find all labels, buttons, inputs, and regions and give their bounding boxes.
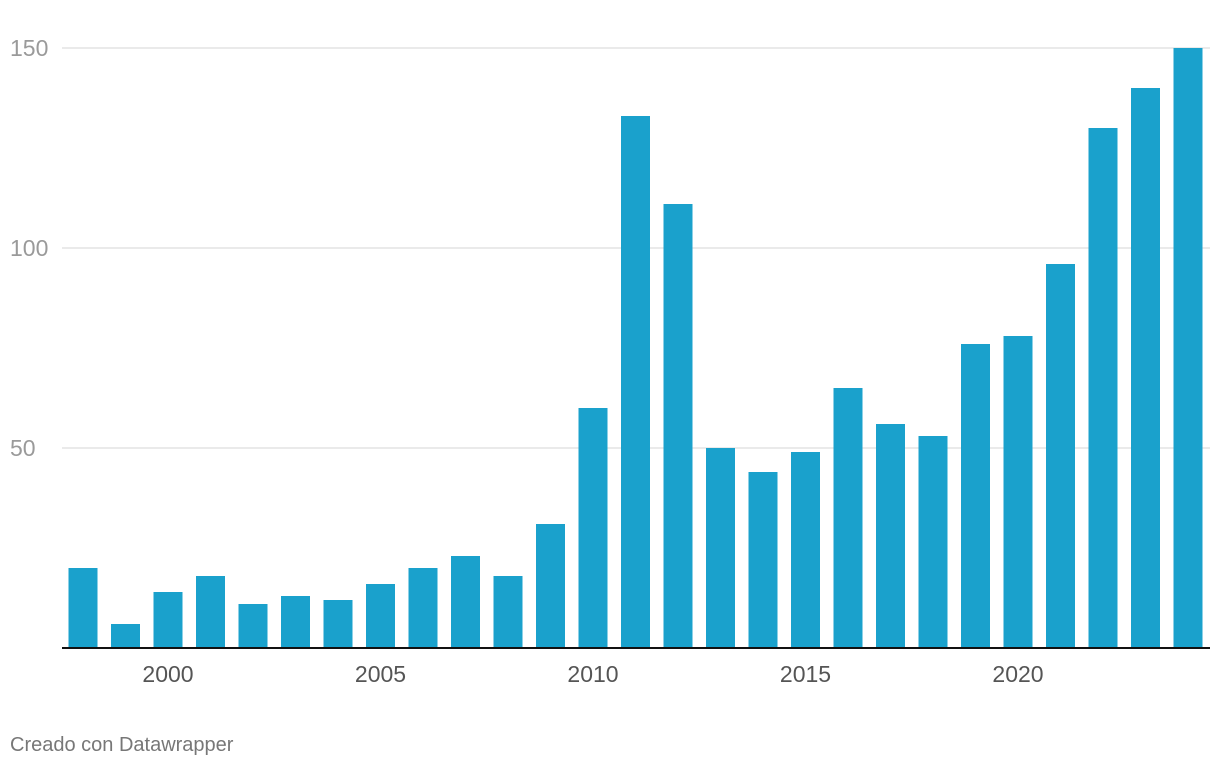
bar-2012 bbox=[663, 204, 693, 648]
y-tick-label: 50 bbox=[10, 435, 36, 461]
bar-2010 bbox=[578, 408, 608, 648]
bar-2019 bbox=[961, 344, 990, 648]
bar-2022 bbox=[1088, 128, 1118, 648]
bar-2023 bbox=[1131, 88, 1160, 648]
y-tick-label: 150 bbox=[10, 35, 48, 61]
bar-2024 bbox=[1173, 48, 1203, 648]
bar-chart: 150 100 50 2000 2005 2010 2015 2020 bbox=[10, 35, 1210, 687]
bar-2002 bbox=[238, 604, 268, 648]
bar-2008 bbox=[493, 576, 523, 648]
x-tick-label: 2020 bbox=[992, 661, 1043, 687]
bar-2017 bbox=[876, 424, 905, 648]
bars bbox=[68, 48, 1203, 648]
bar-2014 bbox=[748, 472, 778, 648]
bar-1998 bbox=[68, 568, 98, 648]
bar-2015 bbox=[791, 452, 820, 648]
bar-2016 bbox=[833, 388, 863, 648]
x-tick-label: 2010 bbox=[567, 661, 618, 687]
x-tick-label: 2015 bbox=[780, 661, 831, 687]
bar-2021 bbox=[1046, 264, 1075, 648]
bar-2018 bbox=[918, 436, 948, 648]
bar-2004 bbox=[323, 600, 353, 648]
y-axis-ticks: 150 100 50 bbox=[10, 35, 48, 461]
bar-2020 bbox=[1003, 336, 1033, 648]
bar-2001 bbox=[196, 576, 225, 648]
credit-text: Creado con Datawrapper bbox=[10, 734, 234, 756]
bar-2006 bbox=[408, 568, 438, 648]
bar-2003 bbox=[281, 596, 310, 648]
x-tick-label: 2005 bbox=[355, 661, 406, 687]
bar-2011 bbox=[621, 116, 650, 648]
bar-2009 bbox=[536, 524, 565, 648]
bar-2013 bbox=[706, 448, 735, 648]
bar-2007 bbox=[451, 556, 480, 648]
x-tick-label: 2000 bbox=[142, 661, 193, 687]
bar-2005 bbox=[366, 584, 395, 648]
bar-1999 bbox=[111, 624, 140, 648]
y-tick-label: 100 bbox=[10, 235, 48, 261]
bar-2000 bbox=[153, 592, 183, 648]
x-axis-ticks: 2000 2005 2010 2015 2020 bbox=[142, 661, 1043, 687]
